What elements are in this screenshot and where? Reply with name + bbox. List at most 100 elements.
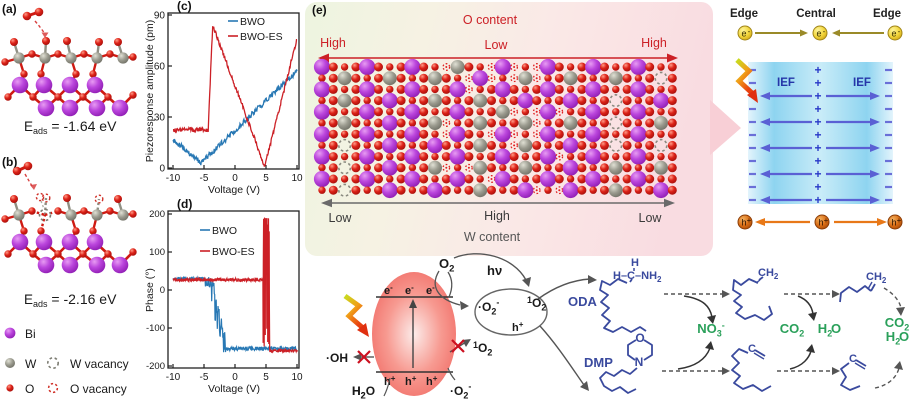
- svg-text:h+: h+: [426, 374, 438, 388]
- svg-text:Edge: Edge: [873, 8, 901, 20]
- svg-text:10: 10: [291, 173, 303, 184]
- svg-text:e-: e-: [405, 283, 414, 297]
- svg-text:Voltage (V): Voltage (V): [208, 184, 260, 196]
- svg-text:+: +: [814, 115, 821, 129]
- svg-text:+: +: [814, 63, 821, 77]
- svg-text:60: 60: [154, 62, 166, 73]
- svg-text:W vacancy: W vacancy: [70, 357, 129, 371]
- svg-text:High: High: [320, 36, 346, 50]
- svg-text:DMP: DMP: [584, 355, 613, 370]
- svg-text:High: High: [641, 36, 667, 50]
- svg-text:-100: -100: [146, 323, 165, 334]
- svg-text:h+: h+: [512, 320, 524, 334]
- svg-text:O: O: [899, 329, 909, 344]
- svg-text:·O2-: ·O2-: [450, 382, 471, 401]
- svg-text:Voltage (V): Voltage (V): [208, 383, 260, 395]
- svg-text:hν: hν: [487, 263, 502, 278]
- svg-text:-200: -200: [146, 361, 165, 372]
- svg-text:-: -: [748, 27, 751, 36]
- svg-text:H2O: H2O: [352, 384, 375, 401]
- svg-text:O: O: [25, 382, 34, 396]
- svg-text:O vacancy: O vacancy: [70, 382, 127, 396]
- svg-text:·OH: ·OH: [326, 351, 348, 365]
- svg-text:30: 30: [154, 113, 166, 124]
- svg-text:Phase (°): Phase (°): [144, 268, 156, 312]
- svg-text:H: H: [631, 257, 639, 269]
- svg-text:5: 5: [263, 372, 269, 383]
- svg-text:N: N: [635, 355, 644, 369]
- svg-text:+: +: [897, 216, 902, 225]
- svg-text:Low: Low: [639, 211, 663, 225]
- svg-text:5: 5: [263, 173, 269, 184]
- svg-text:+: +: [814, 89, 821, 103]
- svg-text:O: O: [635, 331, 644, 345]
- svg-text:Bi: Bi: [25, 327, 36, 341]
- svg-text:10: 10: [291, 372, 303, 383]
- svg-text:0: 0: [159, 164, 165, 175]
- svg-text:+: +: [814, 128, 821, 142]
- svg-text:e: e: [741, 29, 746, 39]
- svg-text:-10: -10: [166, 372, 181, 383]
- svg-text:h: h: [891, 218, 896, 228]
- svg-text:ODA: ODA: [568, 294, 598, 309]
- svg-text:(c): (c): [177, 0, 192, 13]
- svg-text:e: e: [816, 29, 821, 39]
- svg-text:-5: -5: [200, 372, 209, 383]
- svg-text:e: e: [891, 29, 896, 39]
- svg-text:H–C–NH2: H–C–NH2: [613, 270, 662, 284]
- svg-text:IEF: IEF: [777, 77, 795, 89]
- svg-text:(a): (a): [2, 2, 17, 16]
- svg-text:(b): (b): [2, 155, 17, 169]
- svg-text:-10: -10: [166, 173, 181, 184]
- svg-text:h+: h+: [405, 374, 417, 388]
- svg-text:+: +: [814, 154, 821, 168]
- svg-text:High: High: [484, 209, 510, 223]
- svg-text:h: h: [818, 218, 823, 228]
- svg-text:Central: Central: [796, 8, 836, 20]
- svg-text:e-: e-: [426, 283, 435, 297]
- svg-text:-: -: [823, 27, 826, 36]
- svg-text:Eads = -1.64 eV: Eads = -1.64 eV: [24, 118, 117, 136]
- svg-text:IEF: IEF: [853, 77, 871, 89]
- svg-text:0: 0: [232, 173, 238, 184]
- svg-text:·O2-: ·O2-: [478, 298, 499, 317]
- svg-text:+: +: [814, 141, 821, 155]
- svg-text:W: W: [25, 357, 37, 371]
- svg-text:+: +: [814, 76, 821, 90]
- svg-text:100: 100: [149, 247, 165, 258]
- svg-text:h: h: [741, 218, 746, 228]
- svg-text:CO2: CO2: [885, 315, 910, 333]
- svg-text:Low: Low: [485, 38, 509, 52]
- svg-text:200: 200: [149, 209, 165, 220]
- svg-text:W content: W content: [464, 230, 521, 244]
- svg-text:1O2: 1O2: [473, 340, 492, 358]
- svg-text:O: O: [831, 321, 841, 336]
- svg-text:(d): (d): [177, 197, 192, 211]
- svg-text:BWO: BWO: [240, 16, 265, 28]
- svg-text:BWO-ES: BWO-ES: [212, 246, 255, 258]
- svg-text:1O2: 1O2: [527, 295, 546, 313]
- svg-text:Eads = -2.16 eV: Eads = -2.16 eV: [24, 291, 117, 309]
- svg-text:CH2: CH2: [866, 271, 887, 285]
- svg-text:CO2: CO2: [780, 321, 805, 339]
- svg-text:O content: O content: [463, 13, 518, 27]
- svg-text:+: +: [747, 216, 752, 225]
- svg-text:0: 0: [232, 372, 238, 383]
- svg-text:+: +: [814, 180, 821, 194]
- svg-text:-: -: [898, 27, 901, 36]
- svg-text:+: +: [814, 102, 821, 116]
- svg-text:(e): (e): [312, 3, 327, 17]
- svg-text:e-: e-: [384, 283, 393, 297]
- svg-text:Edge: Edge: [730, 8, 758, 20]
- svg-text:0: 0: [160, 285, 165, 296]
- svg-text:+: +: [824, 216, 829, 225]
- svg-text:+: +: [814, 193, 821, 207]
- svg-text:Piezoresponse amplitude (pm): Piezoresponse amplitude (pm): [144, 20, 156, 162]
- svg-text:+: +: [814, 167, 821, 181]
- svg-text:C: C: [849, 353, 857, 365]
- svg-text:90: 90: [154, 11, 166, 22]
- svg-text:C: C: [748, 343, 756, 355]
- svg-text:-5: -5: [200, 173, 209, 184]
- svg-text:BWO-ES: BWO-ES: [240, 31, 283, 43]
- svg-text:BWO: BWO: [212, 225, 237, 237]
